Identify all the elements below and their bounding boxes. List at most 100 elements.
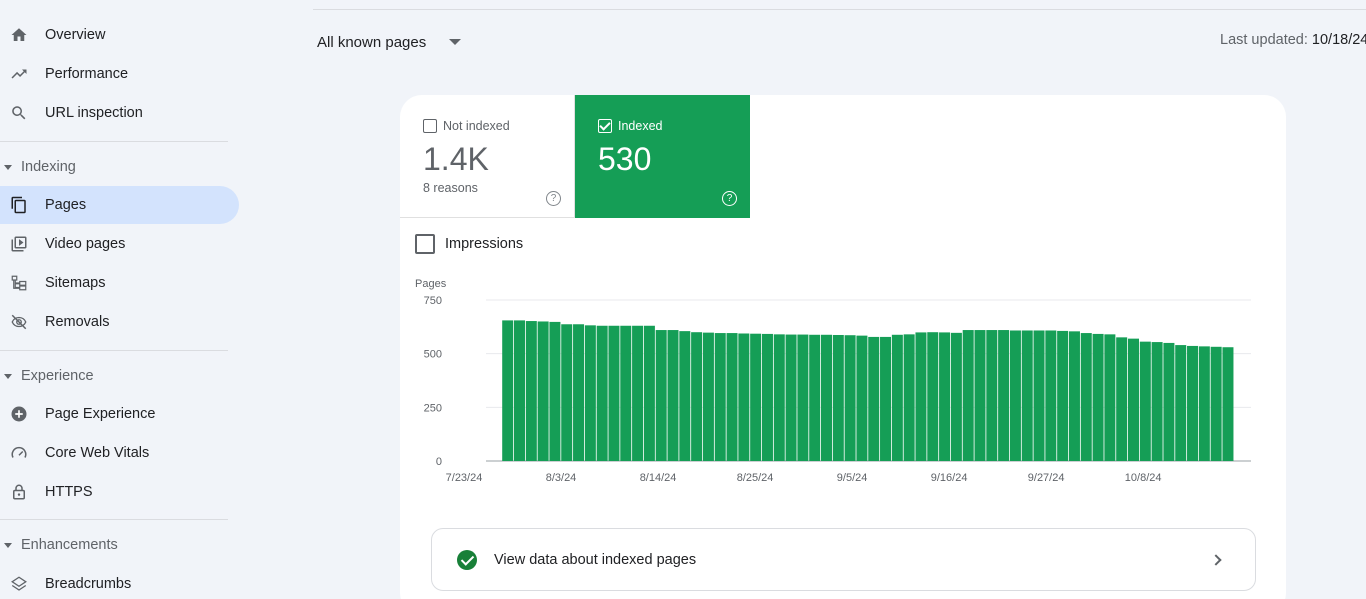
nav-page-experience[interactable]: Page Experience (0, 395, 239, 433)
dropdown-arrow-icon (449, 39, 462, 45)
view-indexed-data-label: View data about indexed pages (494, 551, 697, 568)
video-pages-icon (10, 235, 28, 253)
page-filter-dropdown[interactable]: All known pages (317, 30, 462, 54)
view-indexed-data-button[interactable]: View data about indexed pages (431, 528, 1256, 591)
section-experience[interactable]: Experience (0, 363, 228, 389)
chart-bar (1116, 337, 1128, 461)
x-tick-label: 10/8/24 (1125, 472, 1162, 484)
nav-video-pages-label: Video pages (45, 236, 126, 252)
chart-bar (632, 325, 644, 461)
y-tick-label: 0 (436, 456, 442, 468)
chart-bar (691, 332, 703, 461)
chart-bar (773, 334, 785, 461)
index-report-card: Not indexed 1.4K 8 reasons ? Indexed 530… (400, 95, 1286, 599)
not-indexed-checkbox[interactable] (423, 119, 437, 133)
help-icon[interactable]: ? (546, 191, 561, 206)
chart-bar (1127, 338, 1139, 461)
last-updated: Last updated: 10/18/24 (1220, 32, 1366, 48)
section-enhancements-title: Enhancements (21, 537, 118, 553)
chart-bar (1033, 330, 1045, 461)
help-icon[interactable]: ? (722, 191, 737, 206)
chart-bar (1068, 331, 1080, 461)
metric-indexed[interactable]: Indexed 530 ? (575, 95, 750, 218)
metric-not-indexed-reasons: 8 reasons (423, 181, 478, 195)
section-indexing-title: Indexing (21, 159, 76, 175)
chart-bar (702, 332, 714, 461)
page-filter-value: All known pages (317, 33, 427, 51)
caret-down-icon (4, 164, 12, 170)
impressions-label: Impressions (445, 236, 524, 252)
chart-bar (1151, 342, 1163, 461)
lock-icon (10, 483, 28, 501)
nav-breadcrumbs-label: Breadcrumbs (45, 576, 132, 592)
chart-bar (525, 321, 537, 461)
x-tick-label: 8/3/24 (546, 472, 577, 484)
nav-pages[interactable]: Pages (0, 186, 239, 224)
chart-bar (643, 325, 655, 461)
chart-bar (514, 320, 526, 461)
chart-bar (1009, 330, 1021, 461)
nav-https[interactable]: HTTPS (0, 473, 239, 511)
nav-page-experience-label: Page Experience (45, 406, 156, 422)
nav-https-label: HTTPS (45, 484, 93, 500)
chart-bar (761, 333, 773, 461)
chart-bar (1045, 330, 1057, 461)
caret-down-icon (4, 542, 12, 548)
chart-bar (573, 324, 585, 461)
section-experience-title: Experience (21, 368, 94, 384)
chart-bar (1104, 334, 1116, 461)
y-tick-label: 250 (424, 402, 442, 414)
metric-indexed-value: 530 (598, 141, 652, 177)
sidebar: Overview Performance URL inspection Inde… (0, 0, 240, 599)
chart-bar (1210, 346, 1222, 461)
nav-url-inspection[interactable]: URL inspection (0, 94, 239, 132)
search-icon (10, 104, 28, 122)
layers-icon (10, 575, 28, 593)
section-enhancements[interactable]: Enhancements (0, 532, 228, 558)
chart-bar (856, 335, 868, 461)
x-tick-label: 8/25/24 (737, 472, 774, 484)
eye-off-icon (10, 313, 28, 331)
chart-bar (1021, 330, 1033, 461)
chart-bar (974, 330, 986, 461)
chart-bar (950, 332, 962, 461)
home-icon (10, 26, 28, 44)
nav-overview[interactable]: Overview (0, 16, 239, 54)
pages-icon (10, 196, 28, 214)
impressions-checkbox[interactable] (415, 234, 435, 254)
nav-overview-label: Overview (45, 27, 106, 43)
chart-bar (880, 336, 892, 461)
nav-url-inspection-label: URL inspection (45, 105, 143, 121)
chart-bar (1198, 346, 1210, 461)
indexed-checkbox[interactable] (598, 119, 612, 133)
nav-breadcrumbs[interactable]: Breadcrumbs (0, 565, 239, 599)
chart-bar (844, 335, 856, 461)
nav-video-pages[interactable]: Video pages (0, 225, 239, 263)
chart-bar (915, 332, 927, 461)
nav-core-web-vitals[interactable]: Core Web Vitals (0, 434, 239, 472)
chart-bar (726, 333, 738, 461)
nav-performance[interactable]: Performance (0, 55, 239, 93)
chart-bar (537, 321, 549, 461)
nav-removals[interactable]: Removals (0, 303, 239, 341)
metric-indexed-label: Indexed (618, 119, 663, 133)
sidebar-divider (0, 350, 228, 351)
nav-sitemaps-label: Sitemaps (45, 275, 106, 291)
chart-bar (714, 333, 726, 461)
sitemaps-icon (10, 274, 28, 292)
chart-bar (809, 334, 821, 461)
metric-not-indexed-label: Not indexed (443, 119, 510, 133)
chart-bar (1057, 330, 1069, 461)
nav-removals-label: Removals (45, 314, 110, 330)
nav-core-web-vitals-label: Core Web Vitals (45, 445, 150, 461)
section-indexing[interactable]: Indexing (0, 154, 228, 180)
impressions-toggle[interactable]: Impressions (415, 234, 523, 254)
chart-bar (868, 336, 880, 461)
chart-bar (1222, 347, 1234, 461)
sidebar-divider (0, 141, 228, 142)
chart-bar (821, 334, 833, 461)
nav-sitemaps[interactable]: Sitemaps (0, 264, 239, 302)
y-tick-label: 750 (424, 295, 442, 307)
metric-not-indexed[interactable]: Not indexed 1.4K 8 reasons ? (400, 95, 575, 218)
chart-bar (1187, 345, 1199, 461)
